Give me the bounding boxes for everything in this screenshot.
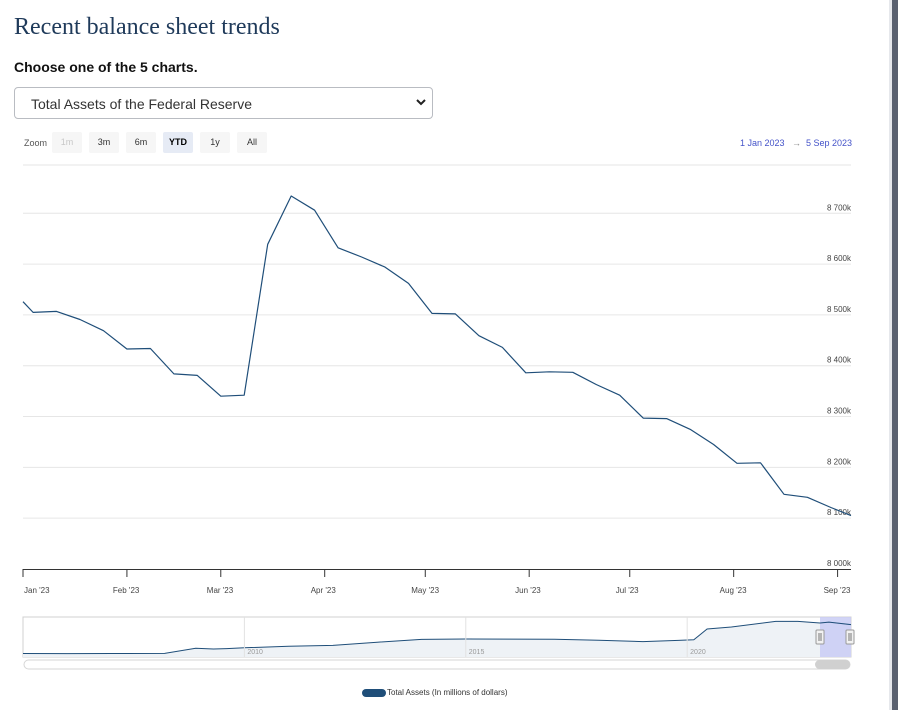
x-tick-label: Aug '23	[720, 586, 747, 595]
data-point[interactable]	[22, 300, 25, 303]
page-scrollbar[interactable]	[892, 0, 898, 710]
x-tick-label: Mar '23	[207, 586, 234, 595]
zoom-ytd-button[interactable]: YTD	[163, 132, 193, 153]
chevron-down-icon	[416, 99, 426, 106]
y-tick-label: 8 500k	[827, 305, 852, 314]
navigator-selected-line	[819, 621, 852, 626]
data-point[interactable]	[736, 462, 739, 465]
data-point[interactable]	[571, 371, 574, 374]
y-tick-label: 8 100k	[827, 508, 852, 517]
data-point[interactable]	[290, 194, 293, 197]
data-point[interactable]	[524, 371, 527, 374]
legend-swatch	[362, 689, 386, 697]
zoom-6m-button[interactable]: 6m	[126, 132, 156, 153]
data-point[interactable]	[102, 329, 105, 332]
data-point[interactable]	[477, 334, 480, 337]
data-point[interactable]	[665, 417, 668, 420]
data-point[interactable]	[337, 246, 340, 249]
navigator-tick-label: 2010	[247, 649, 263, 656]
chart-select-value: Total Assets of the Federal Reserve	[31, 96, 252, 112]
data-point[interactable]	[712, 443, 715, 446]
data-point[interactable]	[782, 493, 785, 496]
range-arrow: →	[792, 138, 801, 148]
data-point[interactable]	[125, 347, 128, 350]
chart-chooser-prompt: Choose one of the 5 charts.	[14, 59, 198, 75]
range-from-date[interactable]: 1 Jan 2023	[740, 138, 785, 148]
data-point[interactable]	[618, 394, 621, 397]
legend-label: Total Assets (In millions of dollars)	[387, 688, 508, 697]
x-tick-label: Apr '23	[311, 586, 337, 595]
data-point[interactable]	[243, 394, 246, 397]
y-tick-label: 8 700k	[827, 203, 852, 212]
y-tick-label: 8 200k	[827, 457, 852, 466]
range-to-date[interactable]: 5 Sep 2023	[806, 138, 853, 148]
navigator-series-area	[23, 621, 851, 657]
data-point[interactable]	[454, 312, 457, 315]
data-point[interactable]	[55, 310, 58, 313]
data-point[interactable]	[313, 209, 316, 212]
zoom-1y-button[interactable]: 1y	[200, 132, 230, 153]
data-point[interactable]	[360, 255, 363, 258]
data-point[interactable]	[32, 311, 35, 314]
x-tick-label: May '23	[411, 586, 439, 595]
y-tick-label: 8 600k	[827, 254, 852, 263]
navigator-scrollbar-thumb[interactable]	[815, 660, 850, 669]
zoom-all-button[interactable]: All	[237, 132, 267, 153]
data-point[interactable]	[642, 417, 645, 420]
data-point[interactable]	[595, 383, 598, 386]
x-tick-label: Jan '23	[24, 586, 50, 595]
data-point[interactable]	[78, 318, 81, 321]
navigator-tick-label: 2015	[469, 649, 485, 656]
data-point[interactable]	[759, 461, 762, 464]
data-point[interactable]	[430, 312, 433, 315]
data-point[interactable]	[149, 347, 152, 350]
zoom-3m-button[interactable]: 3m	[89, 132, 119, 153]
data-point[interactable]	[219, 395, 222, 398]
data-point[interactable]	[548, 370, 551, 373]
y-tick-label: 8 400k	[827, 356, 852, 365]
data-point[interactable]	[501, 346, 504, 349]
data-point[interactable]	[829, 506, 832, 509]
x-tick-label: Feb '23	[113, 586, 140, 595]
data-point[interactable]	[196, 374, 199, 377]
x-tick-label: Jul '23	[616, 586, 639, 595]
data-point[interactable]	[266, 243, 269, 246]
x-tick-label: Sep '23	[824, 586, 851, 595]
data-point[interactable]	[384, 266, 387, 269]
series-line-total-assets[interactable]	[22, 195, 852, 517]
data-point[interactable]	[407, 282, 410, 285]
zoom-label: Zoom	[24, 138, 48, 148]
page-title: Recent balance sheet trends	[14, 14, 280, 40]
navigator-series-line	[22, 620, 852, 655]
x-tick-label: Jun '23	[515, 586, 541, 595]
navigator-right-handle[interactable]	[845, 629, 855, 645]
y-tick-label: 8 000k	[827, 559, 852, 568]
navigator-tick-label: 2020	[690, 649, 706, 656]
navigator-scrollbar-track[interactable]	[23, 659, 851, 670]
navigator-left-handle[interactable]	[815, 629, 825, 645]
zoom-1m-button[interactable]: 1m	[52, 132, 82, 153]
right-gutter	[889, 0, 892, 710]
data-point[interactable]	[806, 496, 809, 499]
chart-select-dropdown[interactable]: Total Assets of the Federal Reserve	[14, 87, 433, 119]
data-point[interactable]	[850, 514, 853, 517]
data-point[interactable]	[689, 428, 692, 431]
y-tick-label: 8 300k	[827, 407, 852, 416]
zoom-toolbar: Zoom 1m 3m 6m YTD 1y All 1 Jan 2023 → 5 …	[0, 132, 898, 154]
data-point[interactable]	[172, 372, 175, 375]
